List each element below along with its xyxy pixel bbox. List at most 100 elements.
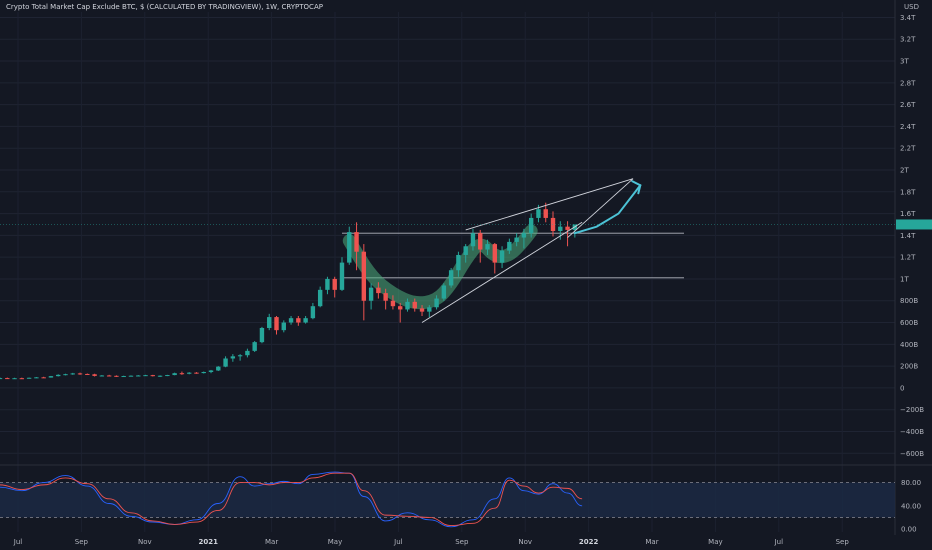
y-tick-label: 2.2T <box>900 145 916 153</box>
candle-body <box>325 278 330 290</box>
wedge-inner-trendline <box>567 178 634 238</box>
candle-body <box>252 342 257 351</box>
y-tick-label: −200B <box>900 406 924 414</box>
y-tick-label: 600B <box>900 319 918 327</box>
candle-body <box>448 270 454 286</box>
candle-body <box>63 374 68 376</box>
candle-body <box>507 241 512 251</box>
candle-body <box>412 301 417 309</box>
candle-body <box>296 318 301 323</box>
candle-body <box>347 232 352 263</box>
candle-body <box>19 378 25 380</box>
x-tick-label: Nov <box>138 538 152 546</box>
candle-body <box>85 373 90 375</box>
candle-body <box>41 377 46 379</box>
y-tick-label: 0 <box>900 384 904 392</box>
y-tick-label: 1T <box>900 275 909 283</box>
candle-body <box>92 374 97 376</box>
candle-body <box>245 350 250 356</box>
candle-body <box>434 298 439 308</box>
candle-body <box>12 378 17 380</box>
candle-body <box>427 307 432 312</box>
x-tick-label: Jul <box>393 538 403 546</box>
candle-body <box>361 251 367 301</box>
candle-body <box>5 378 10 380</box>
candle-body <box>376 287 381 294</box>
candle-body <box>550 217 556 232</box>
candle-body <box>194 372 199 374</box>
candle-body <box>521 233 527 238</box>
candle-body <box>136 375 141 377</box>
candle-body <box>405 301 410 310</box>
candle-body <box>332 278 337 290</box>
x-tick-label: Sep <box>455 538 469 546</box>
candle-body <box>303 318 308 323</box>
candle-body <box>514 237 519 242</box>
candle-body <box>288 318 294 323</box>
x-tick-label: Sep <box>836 538 850 546</box>
candle-body <box>558 226 563 232</box>
candle-body <box>398 306 403 310</box>
candle-body <box>470 233 476 247</box>
candle-body <box>339 262 345 290</box>
candle-body <box>259 327 265 343</box>
candle-body <box>528 217 534 234</box>
x-tick-label: 2021 <box>198 538 218 546</box>
candle-body <box>223 358 228 367</box>
candle-body <box>26 377 32 379</box>
projection-arrowhead <box>631 180 642 195</box>
x-tick-label: Sep <box>75 538 89 546</box>
candle-body <box>419 308 425 312</box>
y-tick-label: 2.8T <box>900 79 916 87</box>
candle-body <box>208 370 214 372</box>
candle-body <box>48 376 54 378</box>
candle-body <box>143 375 148 377</box>
candle-body <box>237 355 243 357</box>
x-tick-label: Jul <box>13 538 23 546</box>
candle-body <box>441 285 447 299</box>
candle-body <box>165 375 170 377</box>
y-tick-label: 800B <box>900 297 918 305</box>
y-tick-label: 200B <box>900 363 918 371</box>
candle-body <box>383 293 388 301</box>
candle-body <box>565 226 570 230</box>
y-tick-label: 2T <box>900 166 909 174</box>
candle-body <box>317 289 323 307</box>
x-tick-label: Jul <box>774 538 784 546</box>
projection-arrow <box>573 184 642 235</box>
candle-body <box>216 366 221 371</box>
x-tick-label: May <box>708 538 722 546</box>
candle-body <box>230 356 236 359</box>
candle-body <box>543 209 548 218</box>
y-tick-label: 3T <box>900 58 909 66</box>
candle-body <box>478 233 483 250</box>
x-tick-label: Mar <box>645 538 658 546</box>
candle-body <box>485 244 490 250</box>
x-tick-label: May <box>328 538 342 546</box>
candle-body <box>179 373 185 375</box>
candle-body <box>463 246 468 255</box>
y-tick-label: 3.2T <box>900 36 916 44</box>
candle-body <box>150 375 156 377</box>
oscillator-y-tick-label: 40.00 <box>901 502 921 510</box>
x-tick-label: 2022 <box>579 538 599 546</box>
chart-title: Crypto Total Market Cap Exclude BTC, $ (… <box>6 3 323 11</box>
candle-body <box>157 375 163 377</box>
candle-body <box>267 317 272 328</box>
wedge-upper-trendline <box>465 178 634 231</box>
candle-body <box>201 372 206 374</box>
candle-body <box>56 374 61 377</box>
current-price-marker <box>896 219 932 230</box>
y-tick-label: 400B <box>900 341 918 349</box>
candle-body <box>492 244 497 263</box>
candle-body <box>34 377 39 379</box>
currency-label: USD <box>904 3 919 11</box>
oscillator-y-tick-label: 0.00 <box>901 526 917 534</box>
candle-body <box>274 317 279 331</box>
candle-body <box>0 378 3 380</box>
candle-body <box>128 375 134 377</box>
y-tick-label: 2.6T <box>900 101 916 109</box>
oscillator-band <box>0 482 895 518</box>
